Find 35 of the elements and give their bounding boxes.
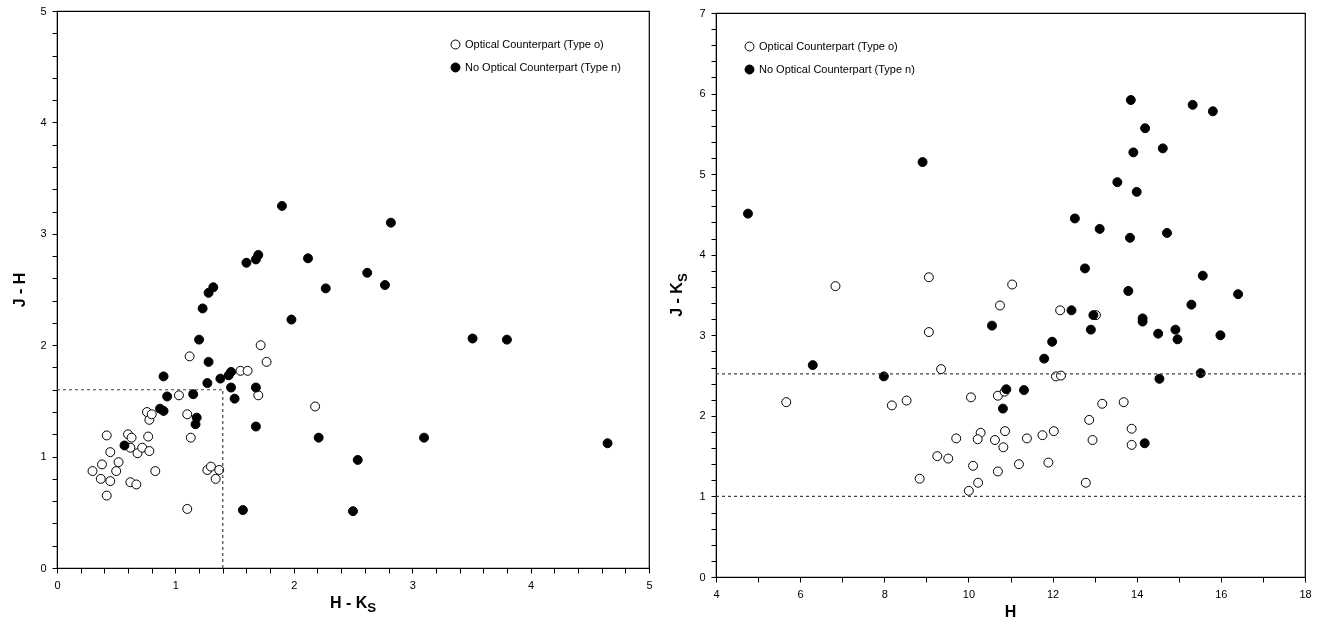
legend-label: Optical Counterpart (Type o): [759, 39, 898, 52]
y-tick-label: 4: [40, 115, 47, 128]
x-tick-label: 1: [172, 578, 179, 591]
y-tick-label: 3: [40, 227, 47, 240]
y-tick-label: 5: [699, 167, 706, 180]
y-axis-title: J - H: [11, 272, 29, 307]
legend-label: Optical Counterpart (Type o): [465, 37, 604, 50]
y-tick-label: 3: [699, 328, 706, 341]
y-tick-label: 2: [699, 409, 706, 422]
x-axis-title: H: [1004, 603, 1017, 621]
y-tick-label: 7: [699, 6, 706, 19]
y-tick-label: 6: [699, 87, 706, 100]
legend-label: No Optical Counterpart (Type n): [465, 60, 621, 73]
y-tick-label: 1: [699, 489, 706, 502]
x-tick-label: 16: [1215, 587, 1228, 600]
x-tick-label: 12: [1046, 587, 1060, 600]
y-tick-label: 2: [40, 338, 47, 351]
y-tick-label: 0: [699, 570, 706, 583]
x-tick-label: 18: [1299, 587, 1312, 600]
legend-label: No Optical Counterpart (Type n): [759, 62, 915, 75]
y-tick-label: 5: [40, 4, 47, 17]
x-tick-label: 4: [713, 587, 720, 600]
x-tick-label: 4: [528, 578, 535, 591]
x-tick-label: 14: [1131, 587, 1144, 600]
x-axis-title: H - K$_{S}$: [329, 594, 377, 616]
x-tick-label: 6: [797, 587, 804, 600]
x-tick-label: 2: [291, 578, 298, 591]
x-tick-label: 5: [646, 578, 653, 591]
x-tick-label: 10: [962, 587, 976, 600]
y-tick-label: 4: [699, 248, 706, 261]
x-tick-label: 0: [54, 578, 61, 591]
x-tick-label: 8: [881, 587, 888, 600]
y-tick-label: 0: [40, 561, 47, 574]
y-tick-label: 1: [40, 450, 47, 463]
x-tick-label: 3: [409, 578, 416, 591]
